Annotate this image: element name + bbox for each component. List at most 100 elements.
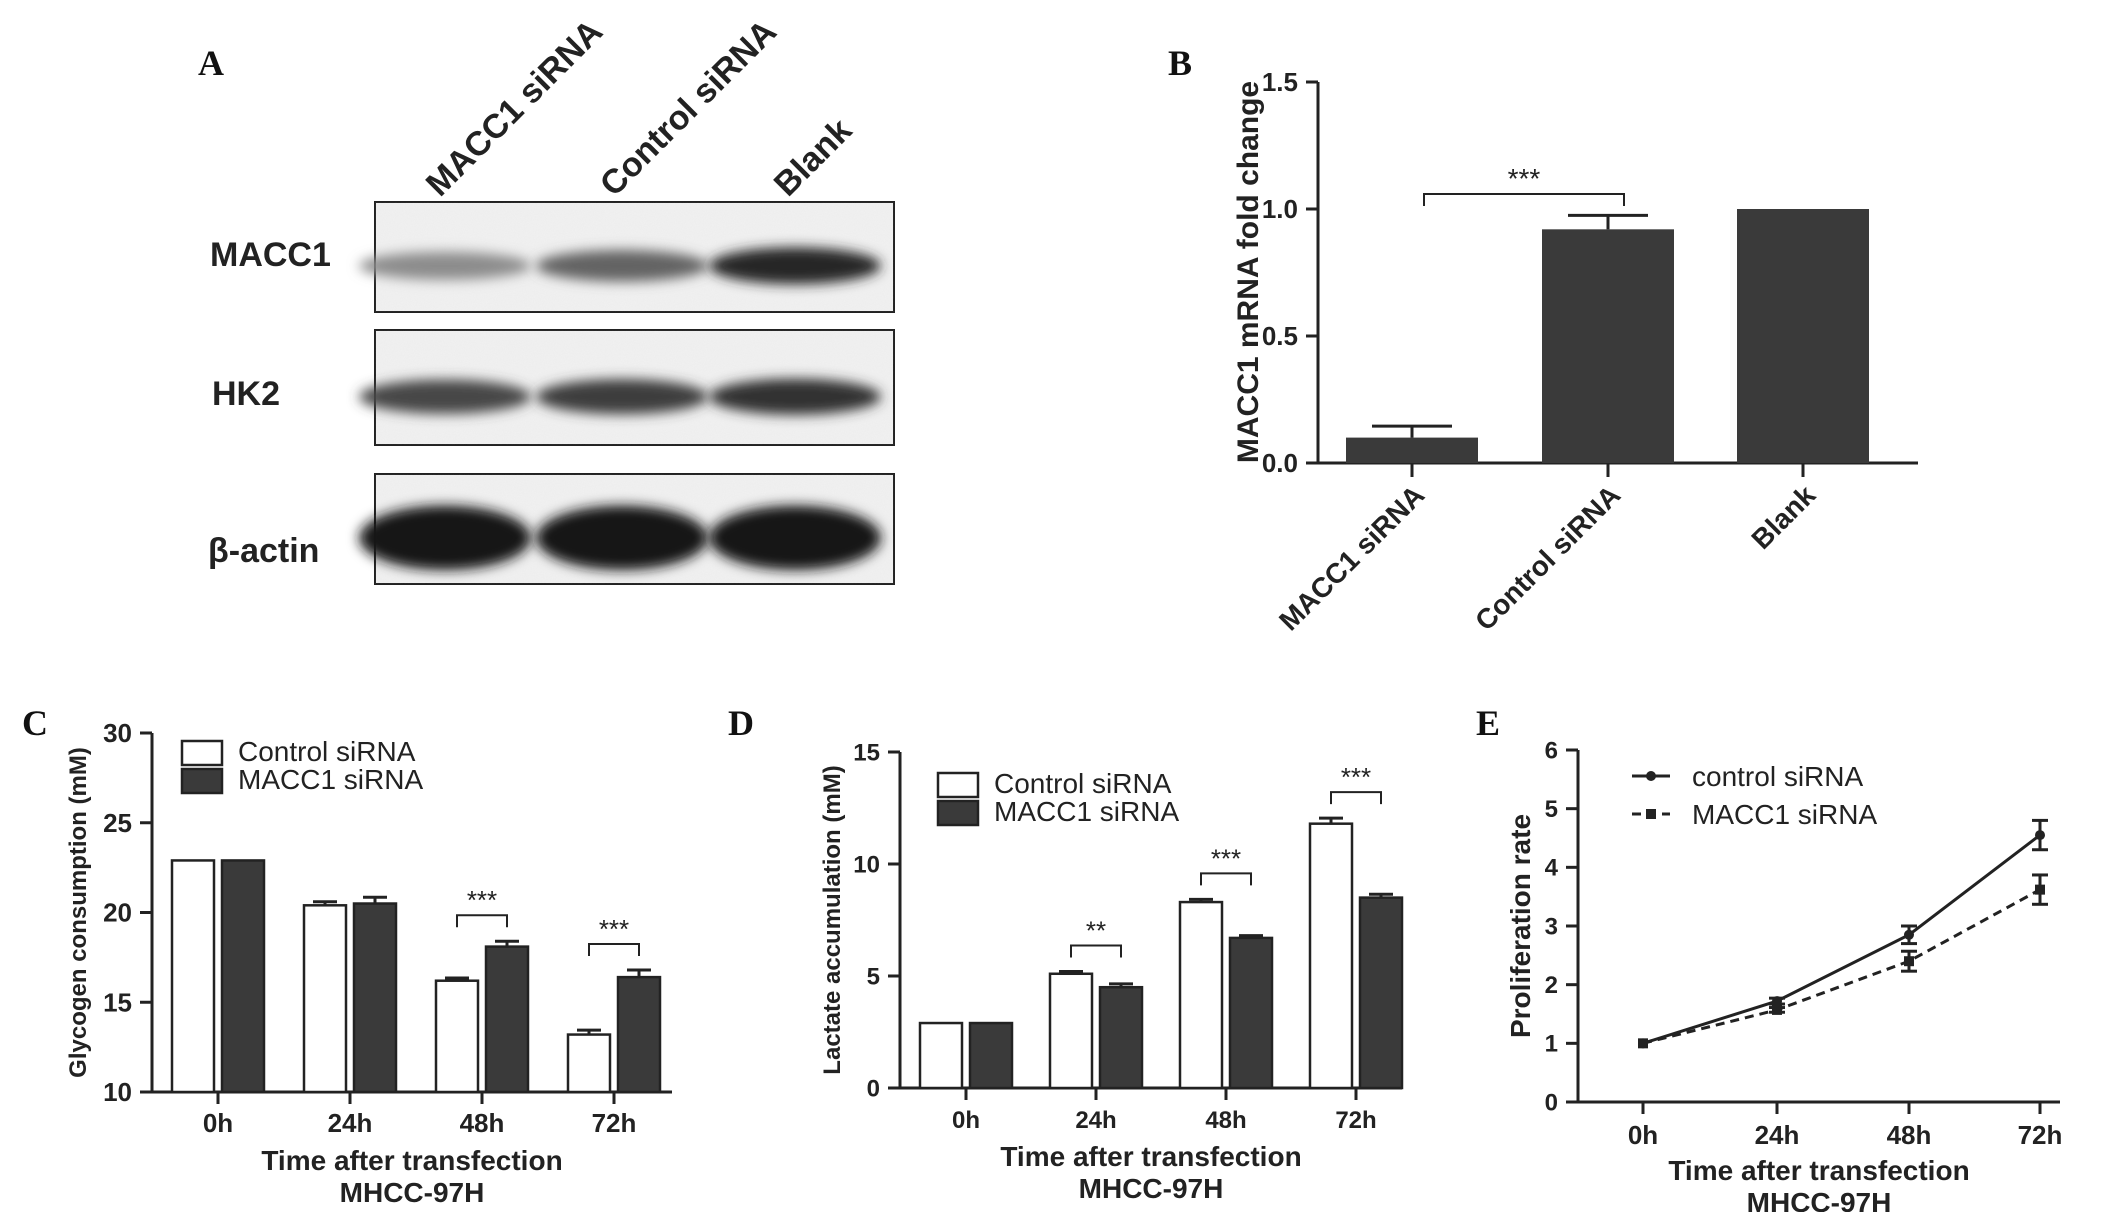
legend-label: Control siRNA xyxy=(994,768,1172,799)
legend-marker xyxy=(1646,771,1656,781)
chart-subtitle: MHCC-97H xyxy=(340,1177,485,1208)
legend-label: Control siRNA xyxy=(238,736,416,767)
bar-chart-d-1-2 xyxy=(1228,936,1274,1090)
bar-chart-c-1-0 xyxy=(220,859,266,1094)
bar-chart-d-1-1 xyxy=(1098,985,1144,1090)
row-label-macc1: MACC1 xyxy=(210,236,331,274)
y-axis-title: MACC1 mRNA fold change xyxy=(1232,81,1265,463)
y-tick-label: 15 xyxy=(853,739,880,766)
legend-swatch xyxy=(936,799,980,827)
series-line-1 xyxy=(1642,888,2041,1045)
legend-swatch xyxy=(180,767,224,795)
lane-label-2: Control siRNA xyxy=(593,13,784,204)
bar-chart-c-0-2 xyxy=(434,979,480,1094)
x-tick-label: 48h xyxy=(460,1108,505,1138)
x-tick-label: 48h xyxy=(1205,1107,1246,1134)
row-label-hk2: HK2 xyxy=(212,375,280,413)
x-tick-label: 0h xyxy=(203,1108,233,1138)
bar-chart-d-0-0 xyxy=(918,1021,964,1090)
significance-bracket xyxy=(588,942,640,956)
bar-chart-c-0-1 xyxy=(302,904,348,1094)
legend-swatch xyxy=(936,771,980,799)
panel-d-letter: D xyxy=(728,703,754,743)
significance-bracket xyxy=(456,914,508,928)
y-tick-label: 3 xyxy=(1545,913,1558,940)
y-axis-title: Proliferation rate xyxy=(1505,814,1536,1038)
panel-b: B 0.0 0.5 1.0 1.5 MACC1 siRNA Control siRNA Bl… xyxy=(1168,43,1918,637)
blot-band xyxy=(536,505,708,571)
panel-a-letter: A xyxy=(198,43,224,83)
bar-chart-c-0-0 xyxy=(170,859,216,1094)
chart-subtitle: MHCC-97H xyxy=(1747,1187,1892,1212)
bar-chart-d-0-2 xyxy=(1178,900,1224,1090)
bar-chart-c-1-3 xyxy=(616,975,662,1094)
legend-marker xyxy=(1646,809,1656,819)
y-tick-label: 30 xyxy=(103,718,132,748)
x-tick-label: MACC1 siRNA xyxy=(1273,479,1430,636)
bar-b-2 xyxy=(1737,209,1869,463)
data-point xyxy=(1638,1038,1648,1049)
blot-band xyxy=(536,379,708,415)
x-tick-label: 0h xyxy=(1628,1120,1658,1150)
legend-label: MACC1 siRNA xyxy=(994,796,1179,827)
x-tick-label: 72h xyxy=(592,1108,637,1138)
row-label-beta-actin: β-actin xyxy=(208,532,319,570)
data-point xyxy=(1772,996,1782,1007)
blot-band xyxy=(709,378,881,415)
significance-label: *** xyxy=(599,914,629,944)
x-tick-label: Blank xyxy=(1745,479,1821,555)
panel-e-letter: E xyxy=(1476,703,1500,743)
y-tick-label: 0.0 xyxy=(1262,448,1298,478)
y-tick-label: 0 xyxy=(1545,1089,1558,1116)
legend-label: MACC1 siRNA xyxy=(1692,799,1877,830)
legend-label: MACC1 siRNA xyxy=(238,764,423,795)
y-tick-label: 1.5 xyxy=(1262,67,1298,97)
blot-band xyxy=(709,505,881,571)
significance-bracket xyxy=(1423,193,1625,206)
chart-subtitle: MHCC-97H xyxy=(1079,1173,1224,1204)
panel-a: A MACC1 siRNA Control siRNA Blank MACC1 … xyxy=(198,12,895,585)
blot-band xyxy=(359,251,531,280)
blot-band xyxy=(359,505,531,571)
y-tick-label: 10 xyxy=(103,1077,132,1107)
panel-b-letter: B xyxy=(1168,43,1192,83)
x-axis-title: Time after transfection xyxy=(1000,1141,1301,1172)
y-tick-label: 2 xyxy=(1545,972,1558,999)
blot-band xyxy=(359,379,531,414)
x-axis-title: Time after transfection xyxy=(261,1145,562,1176)
x-tick-label: 0h xyxy=(952,1107,980,1134)
significance-bracket xyxy=(1200,872,1252,886)
y-tick-label: 5 xyxy=(867,963,880,990)
significance-bracket xyxy=(1330,791,1382,805)
data-point xyxy=(1772,1004,1782,1015)
lane-label-3: Blank xyxy=(767,111,859,203)
bar-chart-c-1-1 xyxy=(352,902,398,1094)
y-tick-label: 0 xyxy=(867,1075,880,1102)
y-tick-label: 4 xyxy=(1545,855,1559,882)
significance-label: ** xyxy=(1086,916,1106,946)
bar-b-1 xyxy=(1542,229,1674,463)
y-axis-title: Glycogen consumption (mM) xyxy=(65,747,92,1078)
legend-swatch xyxy=(180,739,224,767)
y-tick-label: 1.0 xyxy=(1262,194,1298,224)
significance-label: *** xyxy=(1508,163,1541,194)
x-tick-label: 48h xyxy=(1887,1120,1932,1150)
y-tick-label: 10 xyxy=(853,851,880,878)
y-tick-label: 5 xyxy=(1545,796,1558,823)
x-tick-label: 72h xyxy=(1335,1107,1376,1134)
y-tick-label: 15 xyxy=(103,987,132,1017)
legend-label: control siRNA xyxy=(1692,761,1863,792)
significance-label: *** xyxy=(467,885,497,915)
x-axis-title: Time after transfection xyxy=(1668,1155,1969,1186)
series-line-0 xyxy=(1642,833,2041,1045)
x-tick-label: Control siRNA xyxy=(1469,479,1626,636)
bar-chart-c-0-3 xyxy=(566,1033,612,1094)
y-tick-label: 0.5 xyxy=(1262,321,1298,351)
data-point xyxy=(1904,929,1914,940)
x-tick-label: 24h xyxy=(1075,1107,1116,1134)
bar-chart-d-1-0 xyxy=(968,1021,1014,1090)
significance-bracket xyxy=(1070,944,1122,958)
data-point xyxy=(2035,884,2045,895)
